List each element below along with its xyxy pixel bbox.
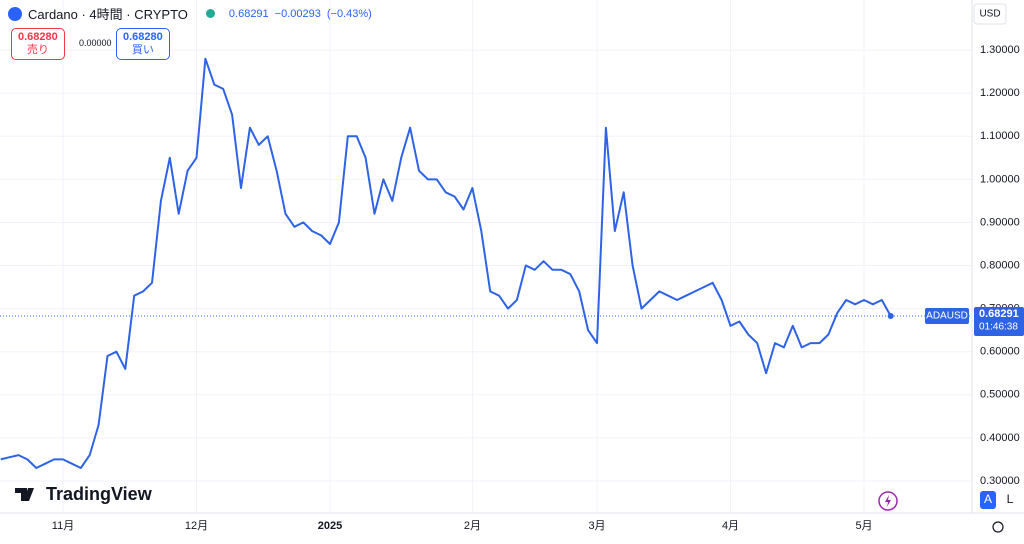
countdown: 01:46:38 xyxy=(979,322,1018,333)
symbol[interactable]: Cardano · 4時間 · CRYPTO xyxy=(28,7,188,22)
price-tag-text: 0.68291 xyxy=(979,308,1019,320)
change: −0.00293 xyxy=(274,7,321,20)
buy-button[interactable]: 0.68280 買い xyxy=(116,28,170,60)
buy-label[interactable]: 買い xyxy=(131,44,154,56)
x-tick-label: 4月 xyxy=(722,520,739,532)
price: 0.68291 xyxy=(228,7,269,20)
y-tick-label: 1.20000 xyxy=(980,87,1020,99)
log-label[interactable]: L xyxy=(1007,492,1014,506)
settings-icon[interactable] xyxy=(992,521,1004,533)
sell-price[interactable]: 0.68280 xyxy=(18,31,58,43)
y-tick-label: 1.00000 xyxy=(980,173,1020,185)
logo: TradingView xyxy=(15,484,153,504)
currency-box[interactable] xyxy=(973,3,1007,25)
y-tick-label: 0.30000 xyxy=(980,475,1020,487)
auto-button[interactable] xyxy=(980,491,996,509)
y-tick-label: 1.10000 xyxy=(980,130,1020,142)
x-tick-label: 2月 xyxy=(464,520,481,532)
flash-icon xyxy=(885,495,891,507)
x-tick-label: 3月 xyxy=(588,520,605,532)
header: Cardano · 4時間 · CRYPTO 0.68291 −0.00293 … xyxy=(8,4,372,23)
auto-label[interactable]: A xyxy=(984,492,992,506)
y-tick-label: 0.60000 xyxy=(980,346,1020,358)
logo-icon xyxy=(15,488,34,501)
logo-text: TradingView xyxy=(46,484,153,504)
price-tag xyxy=(974,306,1024,336)
x-tick-label: 5月 xyxy=(855,520,872,532)
x-tick-label: 2025 xyxy=(318,520,342,532)
plot: 0.300000.400000.500000.600000.700000.800… xyxy=(0,44,1024,532)
last-point xyxy=(887,312,894,319)
y-tick-label: 0.80000 xyxy=(980,259,1020,271)
x-tick-label: 12月 xyxy=(185,520,208,532)
price-line xyxy=(0,57,892,469)
flash-icon[interactable] xyxy=(878,491,898,511)
status-dot xyxy=(205,9,215,18)
symbol-tag xyxy=(925,307,969,324)
sell-button[interactable]: 0.68280 売り xyxy=(11,28,65,60)
currency[interactable]: USD xyxy=(979,9,1000,20)
change-pct: (−0.43%) xyxy=(326,7,372,20)
buy-price[interactable]: 0.68280 xyxy=(123,31,163,43)
y-tick-label: 1.30000 xyxy=(980,44,1020,56)
y-tick-label: 0.50000 xyxy=(980,389,1020,401)
y-tick-label: 0.90000 xyxy=(980,216,1020,228)
symbol-tag-text: ADAUSD xyxy=(926,311,968,322)
spread: 0.00000 xyxy=(79,38,112,48)
y-tick-label: 0.40000 xyxy=(980,432,1020,444)
x-tick-label: 11月 xyxy=(52,520,74,532)
coin-icon xyxy=(8,6,22,21)
sell-label[interactable]: 売り xyxy=(26,44,49,56)
